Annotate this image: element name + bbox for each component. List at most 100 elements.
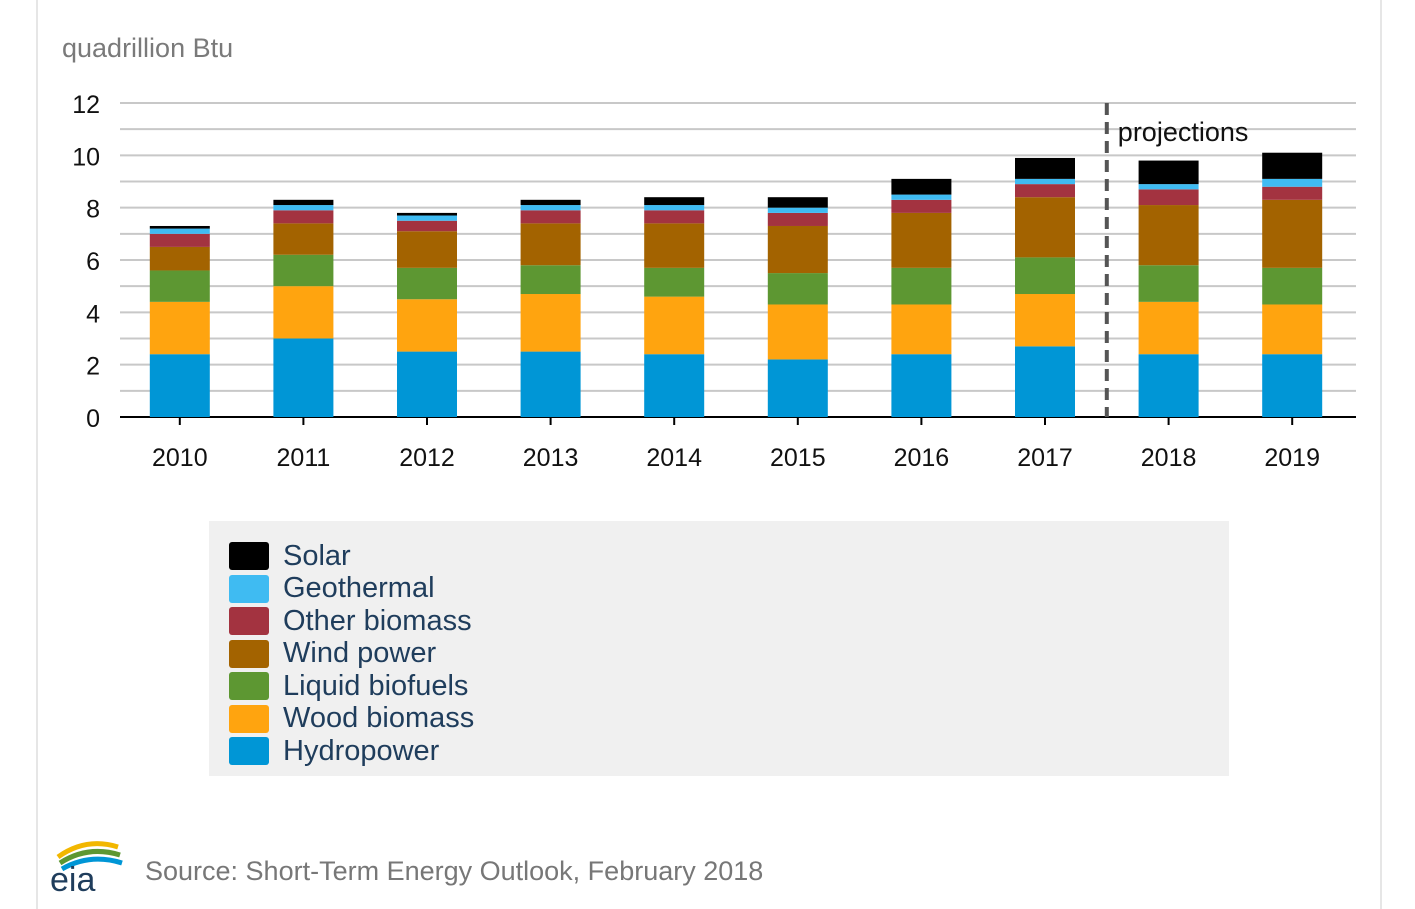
bar-segment-liquid-biofuels — [1138, 265, 1199, 302]
bar-segment-wind-power — [1138, 205, 1199, 266]
legend-label: Liquid biofuels — [283, 669, 469, 702]
bar-segment-solar — [1138, 160, 1199, 185]
bar-segment-hydropower — [891, 354, 952, 417]
x-tick-label: 2019 — [1264, 444, 1320, 472]
bar-segment-other-biomass — [1015, 184, 1075, 198]
bar-segment-other-biomass — [1262, 186, 1323, 200]
y-tick-label: 10 — [72, 143, 100, 171]
bar-segment-other-biomass — [767, 212, 828, 226]
bar-segment-wood-biomass — [1138, 301, 1199, 355]
bar-segment-hydropower — [1138, 354, 1199, 417]
bar-segment-geothermal — [397, 215, 457, 221]
y-axis-label: quadrillion Btu — [62, 33, 233, 63]
bar-segment-wind-power — [273, 223, 334, 255]
x-tick-label: 2016 — [894, 444, 950, 472]
x-tick-label: 2015 — [770, 444, 826, 472]
bar-segment-liquid-biofuels — [397, 267, 457, 300]
source-note: Source: Short-Term Energy Outlook, Febru… — [145, 856, 764, 886]
bar-segment-liquid-biofuels — [1262, 267, 1323, 305]
bar-segment-solar — [149, 225, 210, 229]
bar-segment-geothermal — [1138, 184, 1199, 190]
bar-segment-wind-power — [149, 246, 210, 271]
legend-label: Solar — [283, 539, 351, 572]
bar-segment-liquid-biofuels — [520, 265, 581, 295]
legend-swatch — [229, 607, 269, 635]
legend-item: Hydropower — [229, 735, 439, 767]
bar-segment-hydropower — [149, 354, 210, 417]
y-tick-label: 2 — [86, 353, 100, 381]
legend: Solar Geothermal Other biomass Wind power Li… — [209, 521, 1229, 776]
bar-segment-geothermal — [273, 205, 334, 211]
bar-segment-geothermal — [149, 228, 210, 234]
bar-segment-geothermal — [891, 194, 952, 200]
bar-segment-wind-power — [1262, 199, 1323, 268]
legend-swatch — [229, 737, 269, 765]
legend-swatch — [229, 672, 269, 700]
bar-segment-hydropower — [1015, 346, 1075, 417]
bar-segment-liquid-biofuels — [149, 270, 210, 302]
bar-segment-solar — [520, 199, 581, 206]
bar-segment-solar — [644, 197, 705, 206]
bar-segment-other-biomass — [891, 199, 952, 213]
bar-segment-wood-biomass — [1262, 304, 1323, 355]
bar-segment-solar — [1015, 157, 1075, 179]
bar-segment-other-biomass — [273, 210, 334, 224]
legend-item: Geothermal — [229, 572, 435, 605]
legend-item: Other biomass — [229, 605, 472, 637]
legend-label: Other biomass — [283, 604, 472, 637]
x-tick-label: 2014 — [646, 444, 702, 472]
bar-segment-other-biomass — [397, 220, 457, 232]
bar-segment-other-biomass — [520, 210, 581, 224]
bar-segment-solar — [767, 197, 828, 208]
legend-swatch — [229, 639, 269, 668]
bar-segment-hydropower — [397, 351, 457, 417]
bar-segment-solar — [891, 178, 952, 195]
bar-segment-wood-biomass — [520, 294, 581, 352]
bar-segment-liquid-biofuels — [1015, 257, 1075, 295]
x-tick-label: 2013 — [523, 444, 579, 472]
y-tick-label: 4 — [86, 300, 100, 328]
legend-item: Wood biomass — [229, 702, 475, 735]
bar-segment-wood-biomass — [767, 304, 828, 360]
bar-segment-liquid-biofuels — [891, 267, 952, 305]
x-tick-label: 2018 — [1141, 444, 1197, 472]
bar-segment-hydropower — [273, 338, 334, 417]
y-axis-ticks: 0 2 4 6 8 10 12 — [72, 91, 100, 433]
legend-label: Wind power — [283, 637, 437, 669]
bar-segment-geothermal — [1262, 178, 1323, 187]
bar-segment-hydropower — [644, 354, 705, 417]
legend-label: Wood biomass — [283, 702, 475, 734]
bar-segment-hydropower — [520, 351, 581, 417]
bar-segment-wind-power — [520, 223, 581, 266]
legend-swatch — [229, 704, 269, 733]
bar-segment-geothermal — [1015, 178, 1075, 185]
bar-segment-geothermal — [767, 207, 828, 213]
bar-segment-other-biomass — [149, 233, 210, 247]
legend-swatch — [229, 542, 269, 570]
bar-segment-hydropower — [1262, 354, 1323, 417]
bar-segment-liquid-biofuels — [273, 254, 334, 287]
bar-segment-geothermal — [520, 205, 581, 211]
legend-item: Liquid biofuels — [229, 670, 468, 702]
bar-segment-geothermal — [644, 205, 705, 211]
projection-marker: projections — [1104, 103, 1249, 417]
bar-segment-liquid-biofuels — [644, 267, 705, 297]
bar-segment-wind-power — [397, 231, 457, 268]
svg-text:eia: eia — [50, 861, 95, 895]
x-tick-label: 2010 — [152, 444, 208, 472]
y-tick-label: 12 — [72, 91, 100, 119]
bar-segment-wood-biomass — [644, 296, 705, 355]
bar-segment-liquid-biofuels — [767, 273, 828, 305]
bar-segment-wind-power — [1015, 197, 1075, 258]
legend-item: Wind power — [229, 637, 437, 670]
eia-logo: eia — [50, 841, 123, 895]
bars — [149, 152, 1323, 417]
bar-segment-wind-power — [644, 223, 705, 268]
bar-segment-wood-biomass — [149, 301, 210, 355]
bar-segment-solar — [1262, 152, 1323, 179]
bar-segment-other-biomass — [1138, 189, 1199, 206]
y-tick-label: 0 — [86, 405, 100, 433]
projection-label: projections — [1118, 117, 1249, 147]
legend-item: Solar — [229, 540, 351, 572]
